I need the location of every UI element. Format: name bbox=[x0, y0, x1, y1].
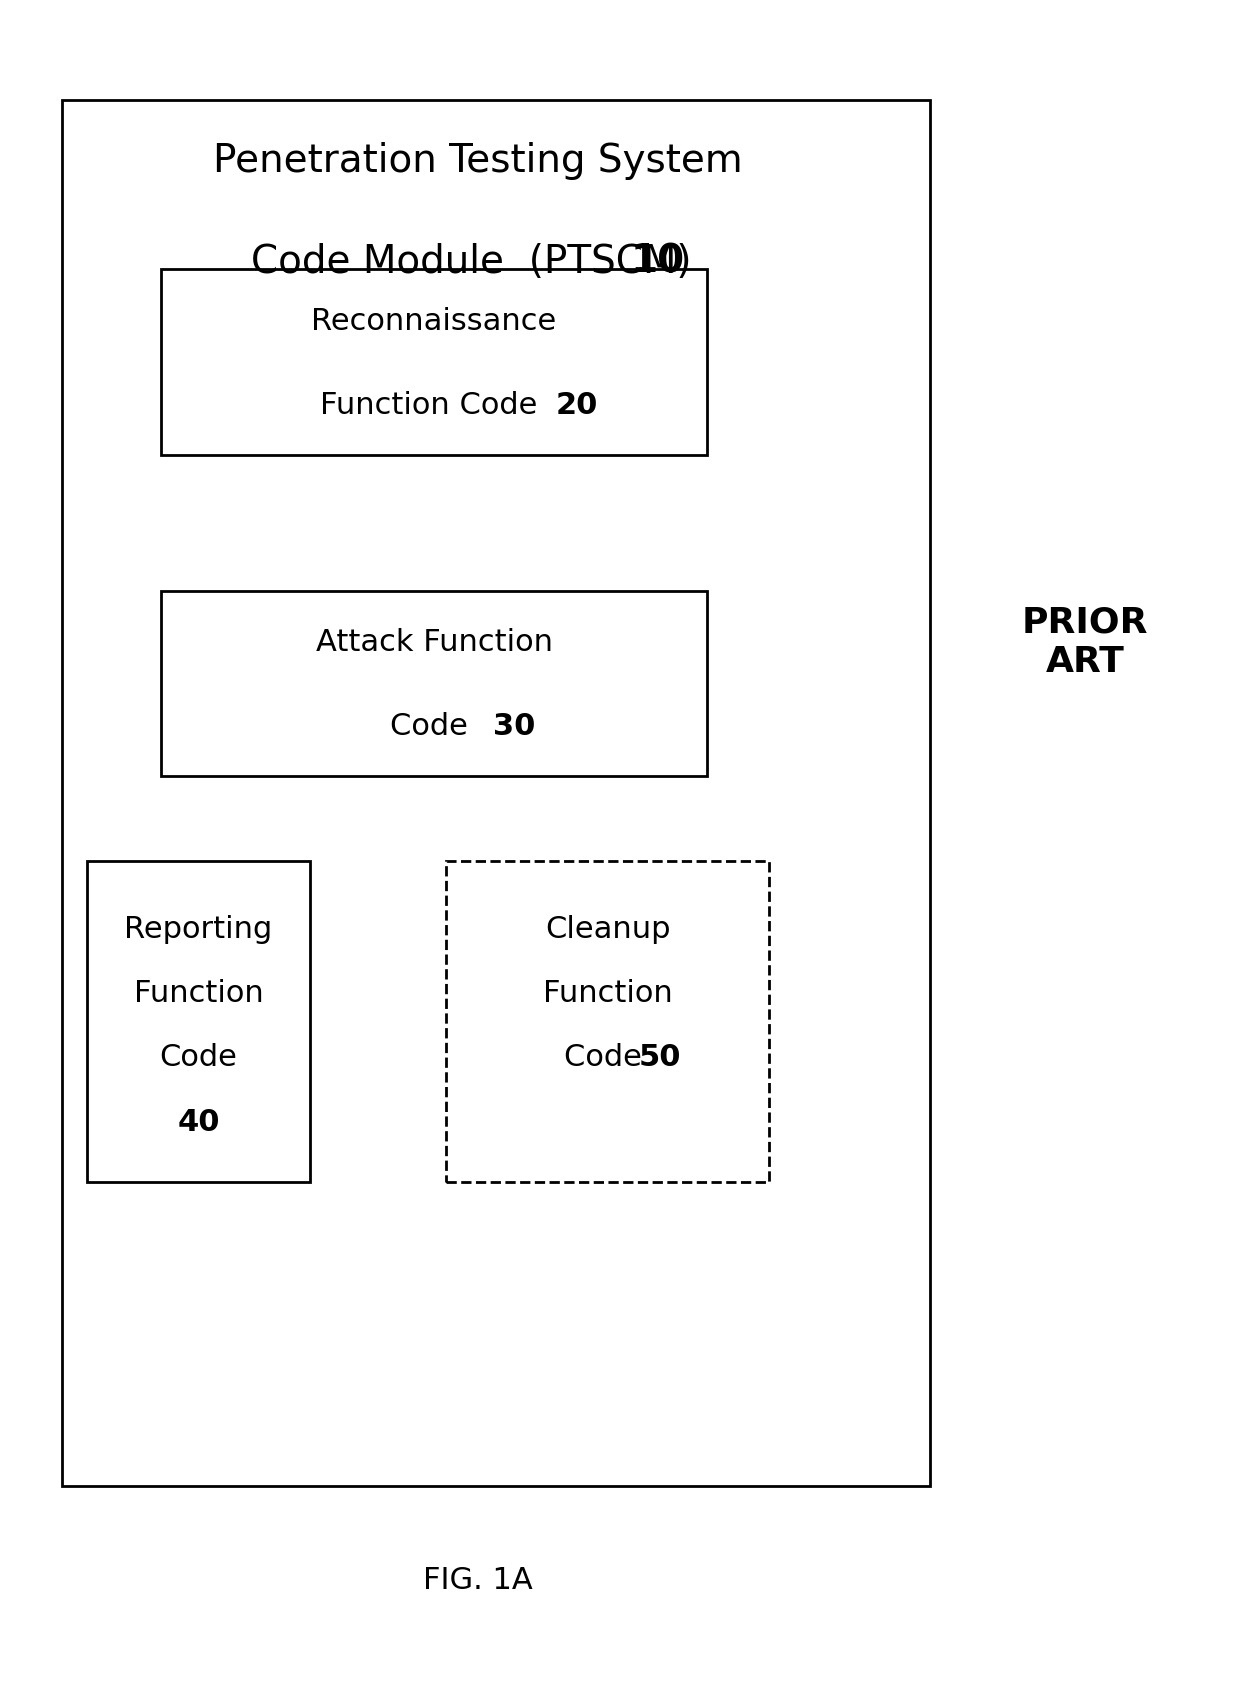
Text: Penetration Testing System: Penetration Testing System bbox=[212, 142, 743, 179]
Text: Attack Function: Attack Function bbox=[315, 627, 553, 657]
Text: 40: 40 bbox=[177, 1106, 219, 1137]
Text: Code Module  (PTSCM): Code Module (PTSCM) bbox=[250, 243, 704, 280]
Text: Code: Code bbox=[160, 1042, 237, 1073]
Text: Reporting: Reporting bbox=[124, 914, 273, 944]
Text: 20: 20 bbox=[556, 390, 598, 421]
Text: Function: Function bbox=[543, 978, 672, 1008]
Text: Reconnaissance: Reconnaissance bbox=[311, 306, 557, 336]
Text: Function Code: Function Code bbox=[320, 390, 548, 421]
Text: 50: 50 bbox=[639, 1042, 681, 1073]
Text: Cleanup: Cleanup bbox=[544, 914, 671, 944]
Text: Code: Code bbox=[391, 711, 477, 741]
Text: PRIOR
ART: PRIOR ART bbox=[1022, 605, 1148, 679]
Text: 10: 10 bbox=[630, 243, 684, 280]
Text: Function: Function bbox=[134, 978, 263, 1008]
Text: Code: Code bbox=[564, 1042, 651, 1073]
Text: FIG. 1A: FIG. 1A bbox=[423, 1564, 532, 1594]
Text: 30: 30 bbox=[494, 711, 536, 741]
